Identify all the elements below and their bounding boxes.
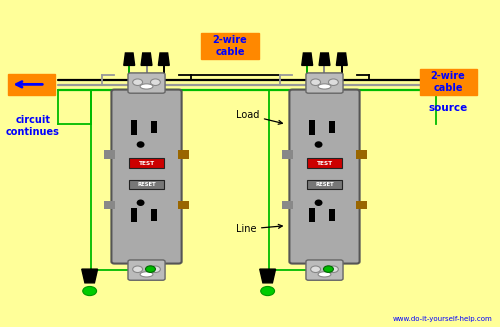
- Polygon shape: [319, 53, 330, 65]
- Bar: [330, 209, 335, 221]
- FancyBboxPatch shape: [8, 74, 55, 95]
- Polygon shape: [302, 53, 312, 65]
- Ellipse shape: [318, 84, 331, 89]
- FancyBboxPatch shape: [290, 90, 360, 264]
- Bar: [130, 208, 137, 222]
- Bar: [306, 180, 342, 189]
- Polygon shape: [260, 269, 276, 283]
- Ellipse shape: [314, 199, 322, 206]
- Bar: [308, 208, 315, 222]
- Circle shape: [328, 79, 338, 85]
- Bar: [178, 150, 188, 159]
- FancyBboxPatch shape: [128, 260, 165, 280]
- Text: source: source: [428, 103, 468, 113]
- Text: RESET: RESET: [137, 181, 156, 187]
- Circle shape: [260, 286, 274, 296]
- Bar: [282, 150, 294, 159]
- Ellipse shape: [136, 199, 144, 206]
- FancyBboxPatch shape: [306, 73, 343, 93]
- Ellipse shape: [136, 141, 144, 148]
- Text: TEST: TEST: [138, 161, 154, 165]
- Circle shape: [132, 79, 142, 85]
- Text: RESET: RESET: [315, 181, 334, 187]
- Ellipse shape: [318, 272, 331, 277]
- Bar: [104, 150, 116, 159]
- Bar: [128, 158, 164, 168]
- Text: www.do-it-yourself-help.com: www.do-it-yourself-help.com: [393, 316, 492, 322]
- Bar: [128, 180, 164, 189]
- Circle shape: [146, 266, 156, 272]
- Circle shape: [82, 286, 96, 296]
- FancyBboxPatch shape: [128, 73, 165, 93]
- Polygon shape: [141, 53, 152, 65]
- Bar: [130, 120, 137, 135]
- Text: TEST: TEST: [316, 161, 332, 165]
- Circle shape: [150, 79, 160, 85]
- Bar: [356, 201, 366, 209]
- Bar: [308, 120, 315, 135]
- Ellipse shape: [314, 141, 322, 148]
- Bar: [330, 121, 335, 133]
- Bar: [152, 121, 157, 133]
- Bar: [178, 201, 188, 209]
- Bar: [152, 209, 157, 221]
- Circle shape: [328, 266, 338, 272]
- Bar: [306, 158, 342, 168]
- Bar: [282, 201, 294, 209]
- Text: 2-wire
cable: 2-wire cable: [212, 35, 248, 57]
- Bar: [104, 201, 116, 209]
- Polygon shape: [124, 53, 134, 65]
- Polygon shape: [158, 53, 170, 65]
- Text: Load: Load: [236, 110, 282, 124]
- Circle shape: [132, 266, 142, 272]
- Circle shape: [310, 79, 320, 85]
- Polygon shape: [336, 53, 347, 65]
- FancyBboxPatch shape: [420, 69, 477, 95]
- Polygon shape: [82, 269, 98, 283]
- Ellipse shape: [140, 272, 153, 277]
- FancyBboxPatch shape: [112, 90, 182, 264]
- Bar: [356, 150, 366, 159]
- Circle shape: [150, 266, 160, 272]
- Text: 2-wire
cable: 2-wire cable: [430, 71, 466, 93]
- Circle shape: [324, 266, 334, 272]
- Circle shape: [310, 266, 320, 272]
- Text: Line: Line: [236, 224, 282, 234]
- FancyBboxPatch shape: [306, 260, 343, 280]
- Text: circuit
continues: circuit continues: [6, 115, 60, 137]
- Ellipse shape: [140, 84, 153, 89]
- FancyBboxPatch shape: [201, 33, 259, 59]
